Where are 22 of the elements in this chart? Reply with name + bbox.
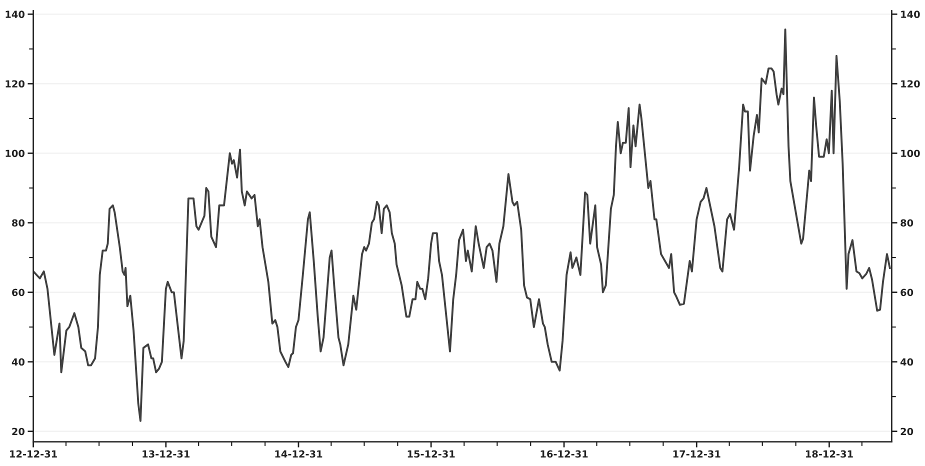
x-tick-label: 15-12-31 xyxy=(408,450,455,458)
y2-tick-label: 140 xyxy=(901,10,920,18)
y-tick-label: 60 xyxy=(12,288,24,296)
y2-tick-label: 60 xyxy=(900,288,914,296)
x-tick-label: 14-12-31 xyxy=(275,450,322,458)
y2-tick-label: 80 xyxy=(900,219,914,227)
x-tick-label: 18-12-31 xyxy=(806,450,853,458)
x-tick-label: 13-12-31 xyxy=(142,450,190,458)
y-tick-label: 20 xyxy=(12,428,24,436)
y2-tick-label: 40 xyxy=(900,358,914,366)
y2-tick-label: 20 xyxy=(900,428,914,436)
y2-tick-label: 120 xyxy=(901,80,920,88)
y-tick-label: 100 xyxy=(6,150,24,158)
y-tick-label: 40 xyxy=(12,358,24,366)
x-tick-label: 12-12-31 xyxy=(10,450,57,458)
y2-tick-label: 100 xyxy=(901,150,920,158)
line-series xyxy=(33,28,891,422)
x-tick-label: 16-12-31 xyxy=(540,450,588,458)
x-tick-label: 17-12-31 xyxy=(673,450,720,458)
y-tick-label: 120 xyxy=(6,80,24,88)
y-tick-label: 140 xyxy=(6,10,24,18)
y-tick-label: 80 xyxy=(12,219,24,227)
